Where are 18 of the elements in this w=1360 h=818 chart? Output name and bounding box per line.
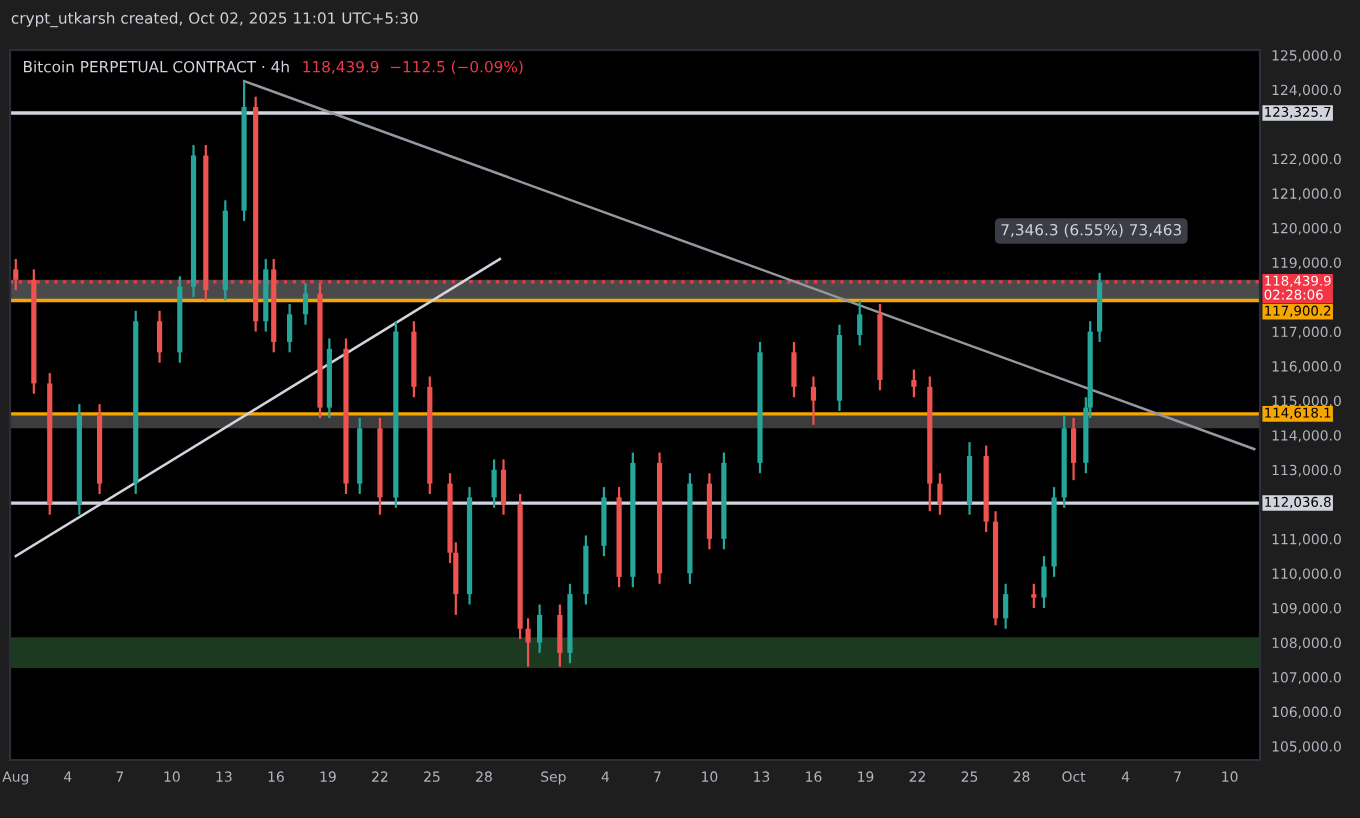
candlestick (857, 299, 863, 347)
candlestick (525, 617, 531, 668)
candlestick (1041, 555, 1047, 610)
candlestick (810, 375, 817, 426)
candlestick (937, 472, 943, 516)
candlestick (287, 302, 293, 354)
candlestick (1003, 582, 1009, 630)
candlestick (791, 340, 797, 399)
candlestick (302, 282, 309, 326)
candlestick (500, 458, 507, 516)
candlestick (1070, 416, 1077, 482)
candlestick (537, 603, 543, 655)
candlestick (156, 309, 163, 364)
candlestick (13, 257, 19, 292)
candlestick (491, 458, 497, 509)
candlestick (557, 603, 563, 668)
candlestick (1031, 582, 1037, 610)
candlestick (911, 368, 917, 399)
